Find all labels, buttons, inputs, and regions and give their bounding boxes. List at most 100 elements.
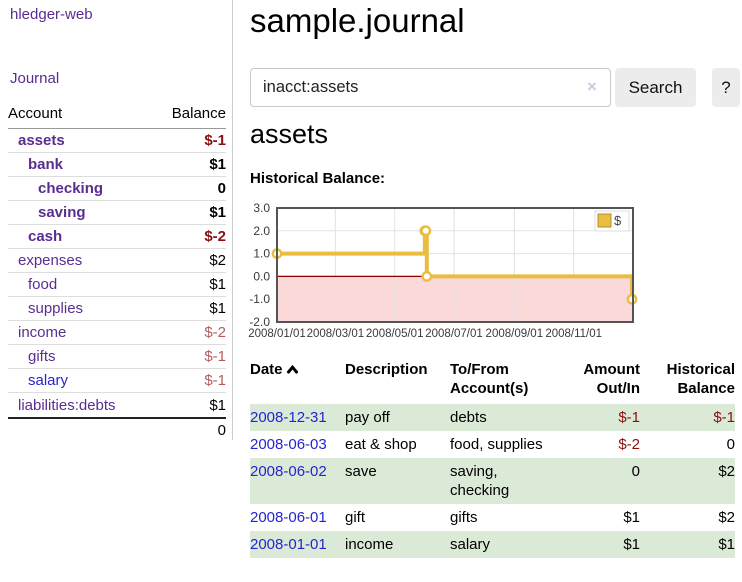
description-column-header: Description [345,361,428,378]
date-column-header[interactable]: Date [250,358,345,404]
sidebar-account-row: food $1 [8,273,226,297]
sidebar-account-row: checking 0 [8,177,226,201]
transaction-amount: $1 [623,509,640,526]
sidebar-account-balance: $1 [209,300,226,317]
sidebar-account-link[interactable]: saving [38,204,86,221]
legend-swatch-icon [597,213,612,228]
sidebar-account-row: income $-2 [8,321,226,345]
app-title-link[interactable]: hledger-web [10,6,93,23]
transaction-description: gift [345,509,366,526]
y-axis-tick-label: -1.0 [249,292,270,306]
balance-column-header: Balance [171,105,226,122]
transaction-description: pay off [345,409,390,426]
transaction-date-link[interactable]: 2008-06-03 [250,436,327,453]
transaction-date-link[interactable]: 2008-06-02 [250,463,327,480]
transaction-amount: 0 [631,463,640,480]
sidebar-account-link[interactable]: bank [28,156,64,173]
balance-column-header-register: Historical Balance [666,361,735,397]
sidebar-divider [232,0,233,440]
sidebar-account-balance: $-2 [204,324,226,341]
sidebar-account-row: bank $1 [8,153,226,177]
search-input[interactable] [250,68,611,107]
transaction-amount: $1 [623,536,640,553]
transaction-balance: 0 [726,436,735,453]
transaction-accounts: debts [450,409,487,426]
transaction-balance: $-1 [713,409,735,426]
transaction-balance: $2 [718,463,735,480]
sidebar-account-balance: $1 [209,276,226,293]
help-button[interactable]: ? [712,68,740,107]
sidebar-accounts: assets $-1 bank $1 checking 0 saving $1 cash $-2 e… [8,129,226,417]
sidebar-account-row: expenses $2 [8,249,226,273]
sidebar-account-link[interactable]: checking [38,180,104,197]
sidebar-account-balance: $-1 [204,372,226,389]
transaction-date-link[interactable]: 2008-12-31 [250,409,327,426]
x-axis-tick-label: 2008/03/01 [307,328,365,340]
sidebar-total-row: 0 [8,417,226,441]
sidebar-account-link[interactable]: food [28,276,58,293]
transaction-date-link[interactable]: 2008-06-01 [250,509,327,526]
sidebar-account-row: gifts $-1 [8,345,226,369]
sidebar-account-link[interactable]: salary [28,372,69,389]
legend-label: $ [614,213,622,228]
x-axis-tick-label: 2008/11/01 [545,328,602,340]
y-axis-tick-label: 1.0 [253,247,270,261]
sort-ascending-icon [286,360,299,379]
sidebar-account-balance: 0 [217,180,226,197]
sidebar-account-row: supplies $1 [8,297,226,321]
transaction-accounts: food, supplies [450,436,543,453]
sidebar-total-balance: 0 [217,421,226,439]
sidebar-account-row: saving $1 [8,201,226,225]
transaction-amount: $-1 [618,409,640,426]
sidebar-account-row: liabilities:debts $1 [8,393,226,417]
sidebar-account-balance: $-2 [204,228,226,245]
y-axis-tick-label: 3.0 [253,201,270,215]
x-axis-tick-label: 2008/07/01 [425,328,483,340]
transaction-accounts: gifts [450,509,478,526]
sidebar-account-balance: $1 [209,396,226,414]
transaction-description: save [345,463,377,480]
chart-title: Historical Balance: [250,170,386,187]
sidebar-account-link[interactable]: cash [28,228,63,245]
sidebar-account-link[interactable]: expenses [18,252,83,269]
x-axis-tick-label: 2008/09/01 [486,328,544,340]
sidebar-account-link[interactable]: gifts [28,348,56,365]
y-axis-tick-label: -2.0 [249,315,270,329]
sidebar-account-link[interactable]: supplies [28,300,84,317]
sidebar-account-row: salary $-1 [8,369,226,393]
sidebar-account-table-header: Account Balance [8,103,226,129]
sidebar-account-balance: $2 [209,252,226,269]
sidebar-account-link[interactable]: assets [18,132,65,149]
sidebar-account-balance: $-1 [204,132,226,149]
clear-search-icon[interactable]: × [587,77,597,96]
sidebar-account-balance: $-1 [204,348,226,365]
register-row: 2008-06-03 eat & shop food, supplies $-2 0 [250,431,735,458]
accounts-column-header: To/From Account(s) [450,361,529,397]
sidebar-account-link[interactable]: income [18,324,67,341]
plot-border [276,207,634,323]
sidebar-item-journal[interactable]: Journal [10,70,60,87]
transaction-description: income [345,536,394,553]
sidebar-account-row: assets $-1 [8,129,226,153]
transaction-balance: $1 [718,536,735,553]
register-row: 2008-06-02 save saving, checking 0 $2 [250,458,735,504]
y-axis-tick-label: 2.0 [253,224,270,238]
transaction-description: eat & shop [345,436,417,453]
x-axis-tick-label: 2008/05/01 [366,328,424,340]
account-heading: assets [250,119,329,149]
register-row: 2008-06-01 gift gifts $1 $2 [250,504,735,531]
account-column-header: Account [8,105,63,122]
transaction-date-link[interactable]: 2008-01-01 [250,536,327,553]
register-row: 2008-12-31 pay off debts $-1 $-1 [250,404,735,431]
sidebar-account-link[interactable]: liabilities:debts [18,396,116,414]
register-rows: 2008-12-31 pay off debts $-1 $-1 2008-06-03 ea… [250,404,735,558]
transaction-amount: $-2 [618,436,640,453]
sidebar-account-row: cash $-2 [8,225,226,249]
y-axis-tick-label: 0.0 [253,269,270,283]
search-button[interactable]: Search [615,68,696,107]
page-title: sample.journal [250,2,465,39]
data-point-marker [420,225,432,237]
sidebar-account-table: Account Balance assets $-1 bank $1 checking 0… [8,103,226,441]
